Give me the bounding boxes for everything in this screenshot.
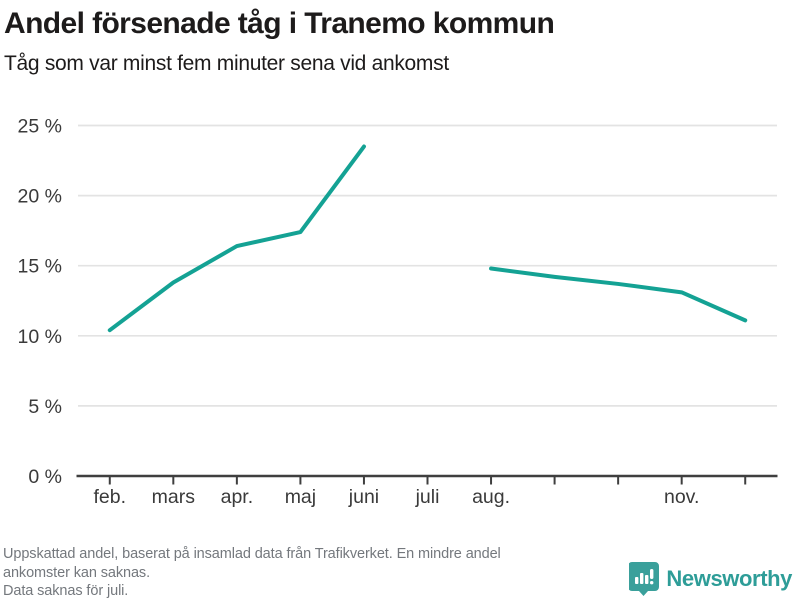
source-note: Uppskattad andel, baserat på insamlad da…	[3, 545, 623, 600]
source-note-line: Uppskattad andel, baserat på insamlad da…	[3, 546, 501, 562]
y-tick-label: 20 %	[18, 186, 62, 208]
y-tick-label: 0 %	[28, 466, 62, 488]
x-tick-label: juli	[415, 486, 440, 508]
newsworthy-wordmark: Newsworthy	[666, 566, 792, 591]
data-line-segment	[489, 266, 748, 323]
source-note-line: ankomster kan saknas.	[3, 564, 150, 581]
source-note-line: Data saknas för juli.	[3, 583, 129, 599]
y-tick-label: 5 %	[28, 396, 62, 418]
x-tick-label: maj	[285, 486, 316, 508]
newsworthy-barchart-bubble-icon	[628, 562, 660, 596]
y-tick-label: 15 %	[18, 256, 62, 278]
x-tick-label: mars	[152, 486, 196, 508]
x-tick-label: nov.	[664, 486, 699, 508]
y-tick-label: 25 %	[18, 116, 62, 138]
x-tick-label: aug.	[472, 486, 510, 508]
chart-canvas: 0 % 5 % 10 % 15 % 20 % 25 % feb. mars apr. maj jun…	[18, 116, 778, 508]
page-title: Andel försenade tåg i Tranemo kommun	[4, 7, 555, 40]
x-tick-label: juni	[348, 486, 379, 508]
x-tick-label: feb.	[94, 486, 127, 508]
data-line-segment	[107, 144, 366, 333]
newsworthy-logo: Newsworthy	[628, 562, 792, 596]
y-tick-label: 10 %	[18, 326, 62, 348]
line-chart: 0 % 5 % 10 % 15 % 20 % 25 % feb. mars apr. maj jun…	[0, 96, 800, 516]
page-subtitle: Tåg som var minst fem minuter sena vid a…	[4, 52, 449, 75]
x-tick-label: apr.	[221, 486, 254, 508]
